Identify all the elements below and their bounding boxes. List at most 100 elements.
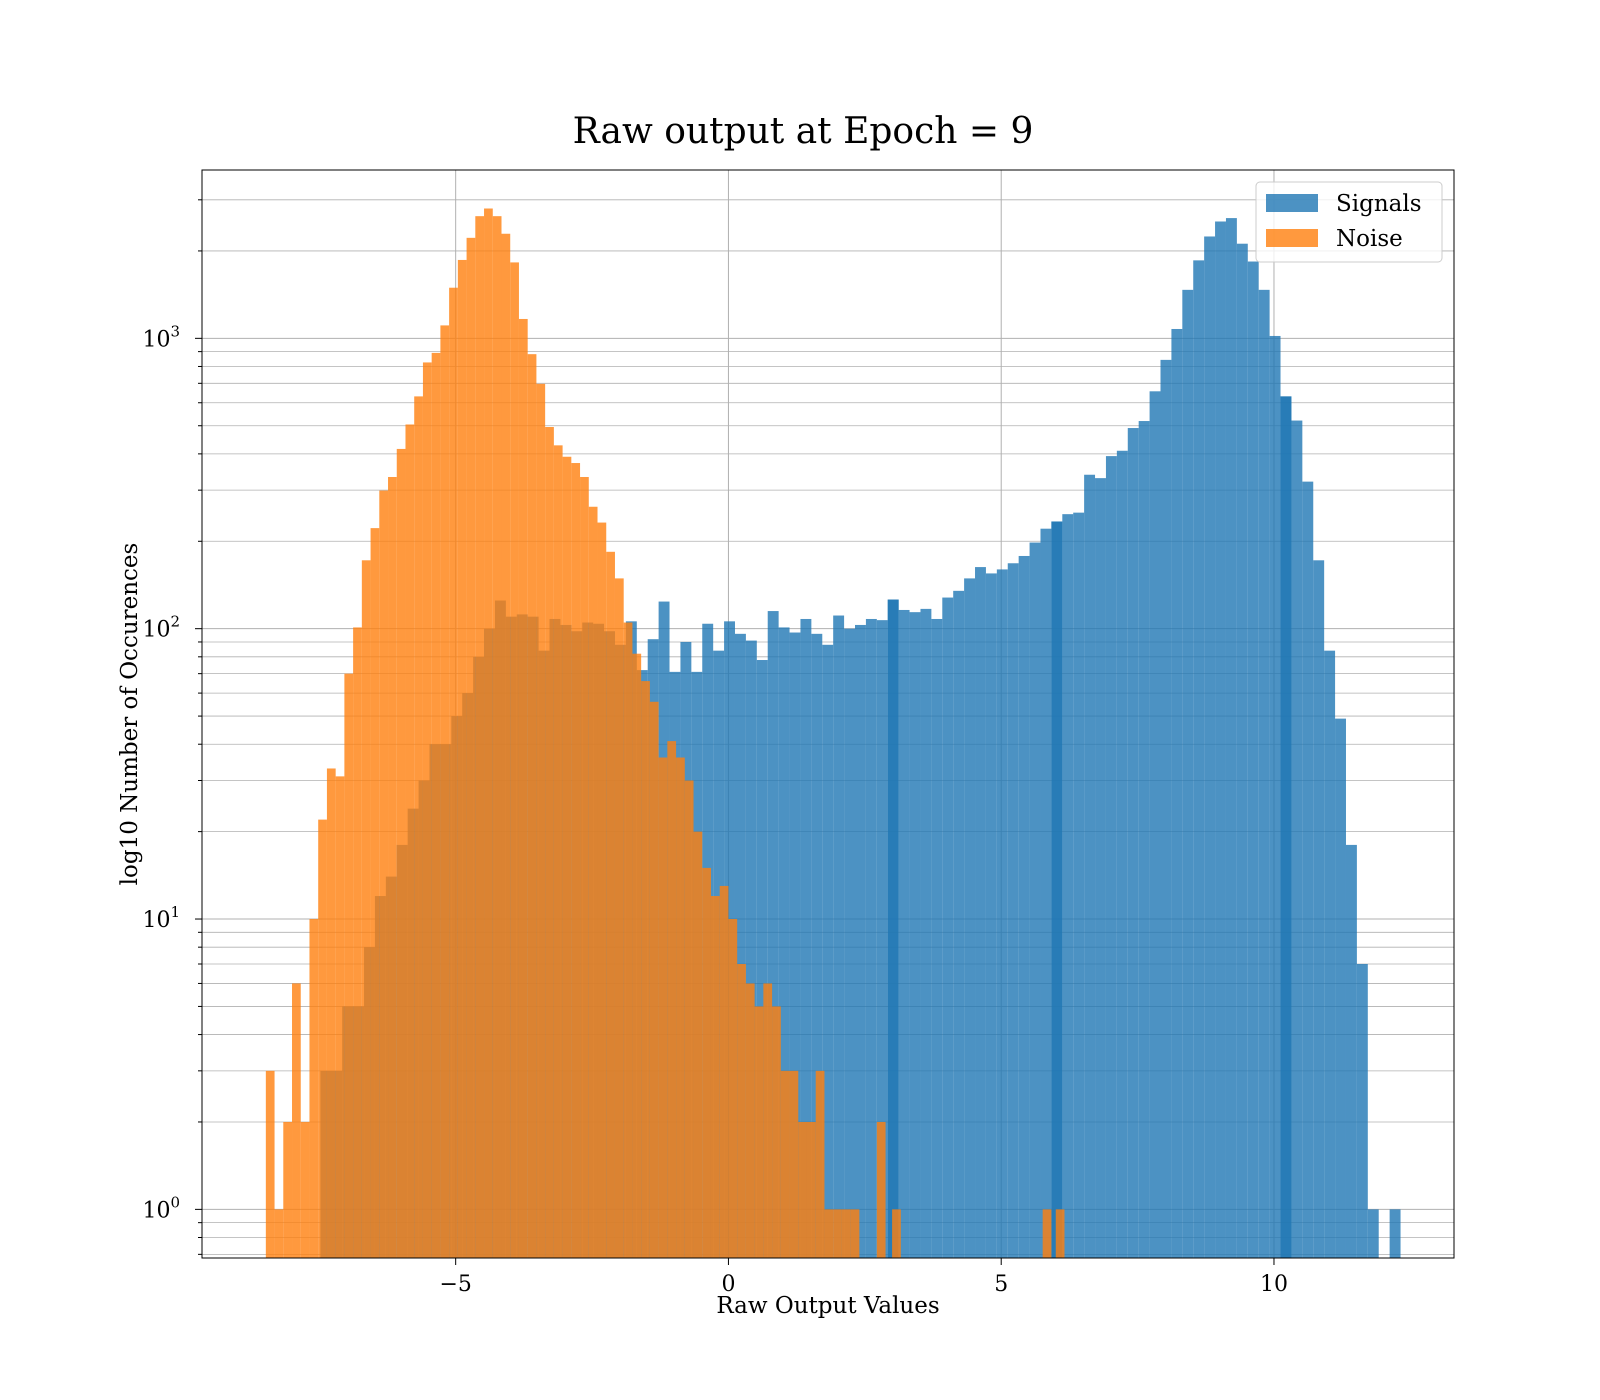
noise-bar <box>597 522 607 1258</box>
signals-bar <box>953 590 965 1258</box>
signals-bar <box>789 632 801 1258</box>
noise-bar <box>405 424 415 1258</box>
legend: Signals Noise <box>1255 181 1443 263</box>
noise-bar <box>719 885 729 1258</box>
signals-bar <box>1247 261 1259 1258</box>
noise-bar <box>449 287 458 1258</box>
noise-bar <box>518 318 528 1259</box>
signals-bar <box>1215 221 1226 1258</box>
noise-bar <box>326 768 336 1258</box>
noise-bar <box>702 867 711 1258</box>
signals-bar <box>876 620 888 1258</box>
signals-bar <box>1051 521 1063 1258</box>
signals-bar <box>1258 289 1270 1259</box>
chart-title: Raw output at Epoch = 9 <box>573 111 1034 152</box>
noise-bar <box>361 560 371 1258</box>
noise-bar <box>833 1209 842 1258</box>
signals-bar <box>734 633 746 1258</box>
signals-bar <box>800 618 812 1258</box>
axis-ticks: −5 0 5 10 100 101 102 103 <box>142 199 1288 1297</box>
noise-bar <box>501 233 511 1258</box>
noise-bar <box>562 456 572 1258</box>
x-axis-label: Raw Output Values <box>716 1293 939 1319</box>
noise-bar <box>318 819 327 1258</box>
noise-bar <box>772 1006 781 1258</box>
noise-bar <box>571 463 581 1258</box>
y-tick-label: 103 <box>142 322 180 352</box>
signals-bar <box>1062 514 1074 1258</box>
x-tick-label: −5 <box>439 1272 471 1297</box>
noise-bar <box>527 354 537 1258</box>
signals-bar <box>833 615 845 1258</box>
signals-bar <box>975 567 986 1258</box>
noise-bar <box>789 1070 799 1258</box>
signals-bar <box>964 578 976 1258</box>
x-tick-label: 10 <box>1260 1272 1288 1297</box>
signals-bar <box>942 597 954 1258</box>
noise-bar <box>763 983 773 1258</box>
signals-bar <box>1084 474 1096 1259</box>
noise-bar <box>806 1121 816 1258</box>
noise-bar <box>876 1121 886 1258</box>
signals-bar <box>1236 243 1248 1259</box>
signals-bar <box>811 633 823 1258</box>
noise-bar <box>440 325 450 1258</box>
signals-bar <box>1335 718 1346 1258</box>
noise-bar <box>824 1209 834 1258</box>
signals-bar <box>745 640 757 1258</box>
series-noise <box>265 208 1065 1259</box>
signals-bar <box>1138 421 1150 1258</box>
y-axis-label: log10 Number of Occurences <box>117 543 143 886</box>
signals-bar <box>756 660 768 1258</box>
plot-frame <box>201 169 1455 1259</box>
signals-bar <box>1356 964 1368 1258</box>
x-tick-label: 0 <box>721 1272 735 1297</box>
noise-bar <box>300 1121 310 1258</box>
signals-bar <box>1291 420 1303 1258</box>
noise-bar <box>475 216 485 1258</box>
signals-bar <box>1324 650 1336 1258</box>
noise-bar <box>798 1121 807 1258</box>
noise-bar <box>1055 1209 1065 1258</box>
noise-bar <box>841 1209 851 1258</box>
noise-bar <box>510 262 519 1258</box>
noise-bar <box>815 1070 825 1258</box>
noise-bar <box>676 757 685 1258</box>
signals-bar <box>822 644 834 1258</box>
noise-bar <box>737 964 746 1258</box>
signals-bar <box>1367 1209 1379 1258</box>
noise-bar <box>379 490 389 1259</box>
noise-bar <box>274 1209 284 1258</box>
signals-bar <box>844 628 856 1258</box>
signals-bar <box>931 618 943 1258</box>
noise-bar <box>667 741 677 1258</box>
noise-bar <box>344 673 354 1258</box>
noise-bar <box>641 681 650 1258</box>
signals-bar <box>1007 563 1019 1258</box>
signals-bar <box>1127 428 1139 1258</box>
signals-bar <box>1073 512 1085 1258</box>
signals-bar <box>1029 542 1041 1258</box>
signals-bar <box>1389 1209 1401 1258</box>
histogram-bars <box>265 208 1401 1259</box>
noise-bar <box>745 983 755 1258</box>
legend-swatch-signals <box>1266 194 1318 212</box>
noise-bar <box>536 383 546 1258</box>
noise-bar <box>457 259 467 1258</box>
signals-bar <box>920 608 932 1258</box>
signals-bar <box>1313 560 1325 1258</box>
signals-bar <box>1204 236 1216 1258</box>
noise-bar <box>780 1070 790 1258</box>
signals-bar <box>985 573 997 1258</box>
signals-bar <box>1095 478 1106 1258</box>
noise-bar <box>492 216 502 1258</box>
noise-bar <box>658 757 668 1258</box>
noise-bar <box>710 896 720 1258</box>
x-tick-label: 5 <box>994 1272 1008 1297</box>
y-tick-label: 100 <box>142 1193 180 1223</box>
signals-bar <box>778 627 790 1258</box>
noise-bar <box>422 362 432 1258</box>
signals-bar <box>1018 555 1030 1258</box>
noise-bar <box>623 622 633 1258</box>
